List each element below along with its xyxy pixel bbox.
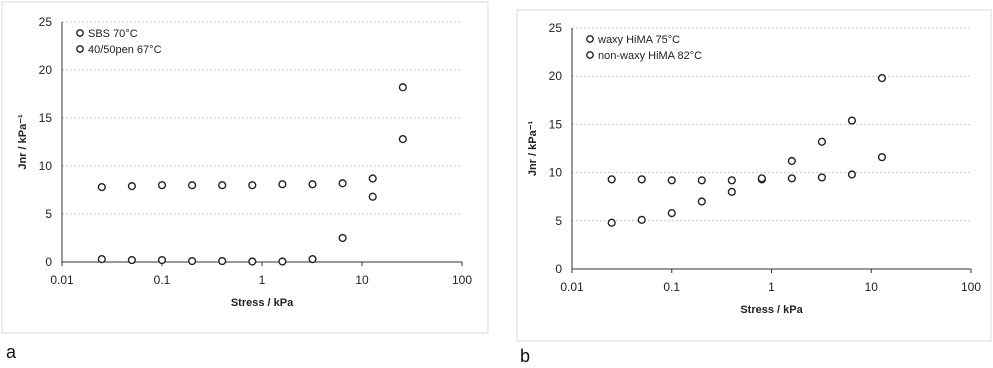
legend-label: SBS 70°C — [88, 28, 138, 40]
y-axis-title: Jnr / kPa⁻¹ — [17, 114, 29, 170]
data-point — [697, 176, 706, 185]
y-tick-label: 25 — [549, 21, 563, 35]
y-tick-label: 10 — [39, 159, 53, 173]
legend-marker — [76, 45, 84, 53]
y-tick-label: 25 — [39, 15, 53, 29]
series-1 — [97, 192, 377, 266]
data-point — [727, 187, 736, 196]
data-point — [308, 180, 317, 189]
data-point — [127, 255, 136, 265]
x-axis-title: Stress / kPa — [740, 304, 803, 316]
legend-marker — [586, 51, 594, 59]
data-point — [308, 255, 317, 264]
y-axis-title: Jnr / kPa⁻¹ — [527, 120, 539, 176]
data-point — [248, 181, 257, 190]
legend-label: waxy HiMA 75°C — [597, 34, 680, 46]
x-tick-label: 10 — [865, 280, 879, 294]
data-point — [847, 116, 857, 125]
data-point — [637, 215, 646, 224]
data-point — [218, 256, 227, 266]
data-point — [157, 181, 167, 190]
legend-label: 40/50pen 67°C — [88, 44, 162, 56]
y-tick-label: 20 — [39, 63, 53, 77]
data-point — [338, 233, 347, 243]
x-tick-label: 0.01 — [560, 280, 584, 294]
y-tick-label: 0 — [555, 262, 562, 276]
series-1 — [607, 74, 887, 227]
data-point — [368, 192, 377, 201]
data-point — [637, 175, 646, 184]
data-point — [847, 170, 857, 179]
x-tick-label: 100 — [452, 273, 472, 287]
y-tick-label: 10 — [549, 166, 563, 180]
data-point — [817, 173, 826, 182]
data-point — [607, 218, 616, 227]
legend-marker — [586, 35, 594, 43]
x-tick-label: 0.1 — [663, 280, 680, 294]
data-point — [877, 153, 887, 162]
chart-frame — [1, 1, 489, 334]
y-tick-label: 15 — [39, 111, 53, 125]
data-point — [248, 257, 257, 266]
data-point — [607, 175, 616, 184]
data-point — [398, 135, 407, 144]
panel-label-a: a — [6, 342, 17, 362]
data-point — [188, 181, 197, 190]
y-tick-label: 5 — [45, 207, 52, 221]
y-tick-label: 15 — [549, 117, 563, 131]
chart-panel-a: 0 5 10 15 20 25 0.01 0.1 1 10 100 Stress / kPa Jnr /… — [0, 0, 490, 335]
data-point — [97, 183, 106, 192]
y-tick-label: 20 — [549, 69, 563, 83]
x-tick-label: 0.1 — [154, 273, 171, 287]
data-point — [667, 208, 676, 218]
series-2 — [97, 83, 407, 192]
data-point — [218, 181, 227, 190]
data-point — [278, 180, 287, 189]
y-tick-label: 5 — [555, 214, 562, 228]
data-point — [398, 83, 407, 92]
data-point — [727, 176, 736, 185]
x-tick-label: 1 — [768, 280, 775, 294]
legend-label: non-waxy HiMA 82°C — [598, 50, 702, 62]
legend-marker — [76, 29, 84, 37]
data-point — [757, 174, 766, 183]
data-point — [697, 197, 706, 206]
data-point — [667, 176, 676, 185]
data-point — [817, 137, 826, 146]
x-tick-label: 100 — [961, 280, 981, 294]
data-point — [338, 179, 347, 188]
x-axis-title: Stress / kPa — [231, 297, 294, 309]
x-tick-label: 10 — [355, 273, 369, 287]
data-point — [127, 182, 136, 191]
data-point — [787, 156, 796, 166]
chart-a-svg: 0 5 10 15 20 25 0.01 0.1 1 10 100 Stress / kPa Jnr /… — [1, 1, 489, 334]
data-point — [97, 255, 106, 264]
data-point — [278, 257, 287, 266]
data-point — [157, 255, 167, 265]
data-point — [787, 174, 796, 183]
chart-frame — [516, 9, 992, 342]
x-tick-label: 1 — [259, 273, 266, 287]
panel-label-b: b — [520, 346, 531, 366]
chart-b-svg: 0 5 10 15 20 25 0.01 0.1 1 10 100 Stress / kPa Jnr /… — [516, 9, 992, 342]
y-tick-label: 0 — [45, 255, 52, 269]
chart-panel-b: 0 5 10 15 20 25 0.01 0.1 1 10 100 Stress / kPa Jnr /… — [515, 8, 993, 343]
data-point — [188, 256, 197, 266]
data-point — [368, 174, 377, 183]
x-tick-label: 0.01 — [50, 273, 74, 287]
data-point — [877, 74, 887, 83]
series-2 — [607, 153, 887, 185]
